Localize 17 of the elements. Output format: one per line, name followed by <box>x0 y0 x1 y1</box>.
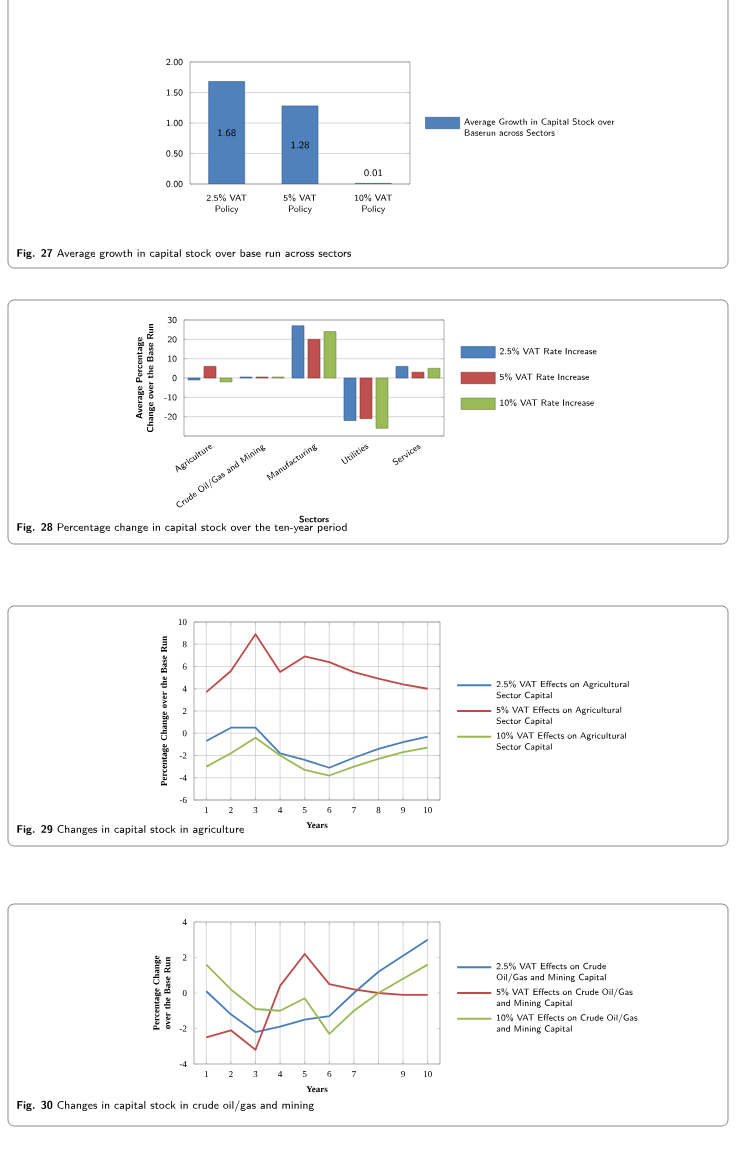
bar <box>203 366 217 379</box>
line-series <box>205 633 429 693</box>
bar <box>395 366 409 379</box>
bar <box>281 105 319 184</box>
line-series <box>205 963 429 1035</box>
bar <box>291 325 305 379</box>
line-series <box>205 726 429 769</box>
bar <box>343 377 357 421</box>
bar <box>323 331 337 379</box>
bar <box>208 81 245 184</box>
line-series <box>205 736 429 777</box>
bar <box>359 377 373 419</box>
bar <box>411 371 425 379</box>
bar <box>375 377 389 429</box>
line-series <box>205 953 429 1051</box>
bar <box>427 368 441 379</box>
bar <box>307 339 321 379</box>
